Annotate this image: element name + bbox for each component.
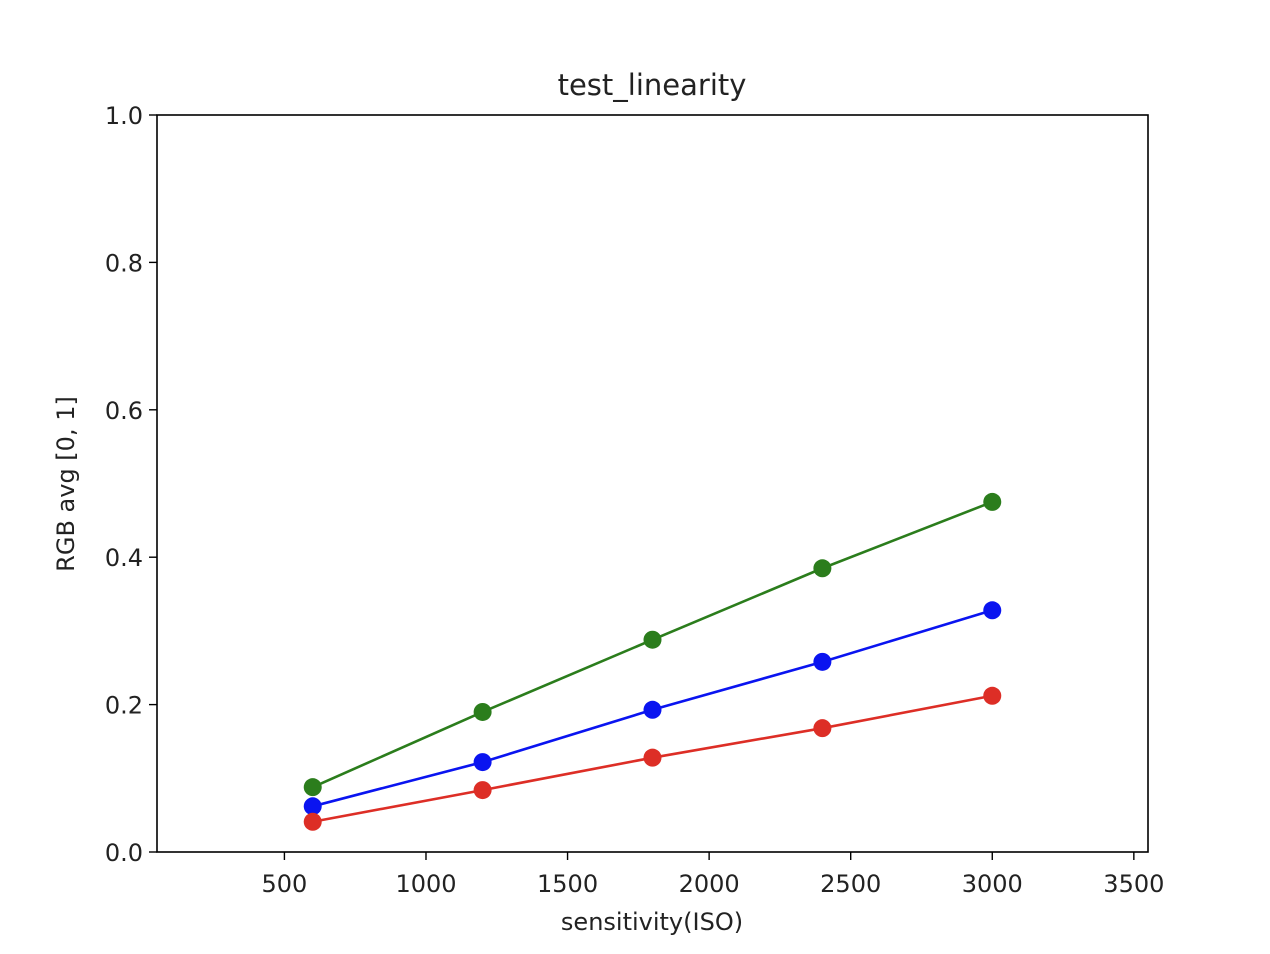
data-point xyxy=(643,630,662,649)
series-2 xyxy=(303,686,1002,831)
data-point xyxy=(643,748,662,767)
x-tick-label: 3000 xyxy=(962,870,1023,898)
y-tick-label: 0.8 xyxy=(105,249,143,277)
data-point xyxy=(643,700,662,719)
x-tick-label: 1500 xyxy=(537,870,598,898)
plot-frame xyxy=(156,114,1149,853)
y-tick-label: 0.0 xyxy=(105,839,143,867)
data-point xyxy=(303,778,322,797)
data-point xyxy=(983,686,1002,705)
x-tick-label: 500 xyxy=(262,870,308,898)
x-tick-label: 2000 xyxy=(679,870,740,898)
data-point xyxy=(813,652,832,671)
data-point xyxy=(303,812,322,831)
y-tick-label: 0.2 xyxy=(105,692,143,720)
x-axis-label: sensitivity(ISO) xyxy=(561,908,743,936)
x-tick-label: 1000 xyxy=(395,870,456,898)
series-1 xyxy=(303,601,1002,816)
data-point xyxy=(983,601,1002,620)
y-axis-label: RGB avg [0, 1] xyxy=(52,396,80,572)
data-point xyxy=(303,797,322,816)
data-point xyxy=(473,753,492,772)
data-point xyxy=(983,492,1002,511)
y-tick-label: 0.4 xyxy=(105,544,143,572)
data-point xyxy=(473,781,492,800)
chart-title: test_linearity xyxy=(558,68,747,102)
data-point xyxy=(473,702,492,721)
series-0 xyxy=(303,492,1002,797)
data-point xyxy=(813,719,832,738)
y-tick-label: 0.6 xyxy=(105,397,143,425)
x-tick-label: 2500 xyxy=(820,870,881,898)
data-point xyxy=(813,559,832,578)
y-tick-label: 1.0 xyxy=(105,102,143,130)
x-tick-label: 3500 xyxy=(1103,870,1164,898)
